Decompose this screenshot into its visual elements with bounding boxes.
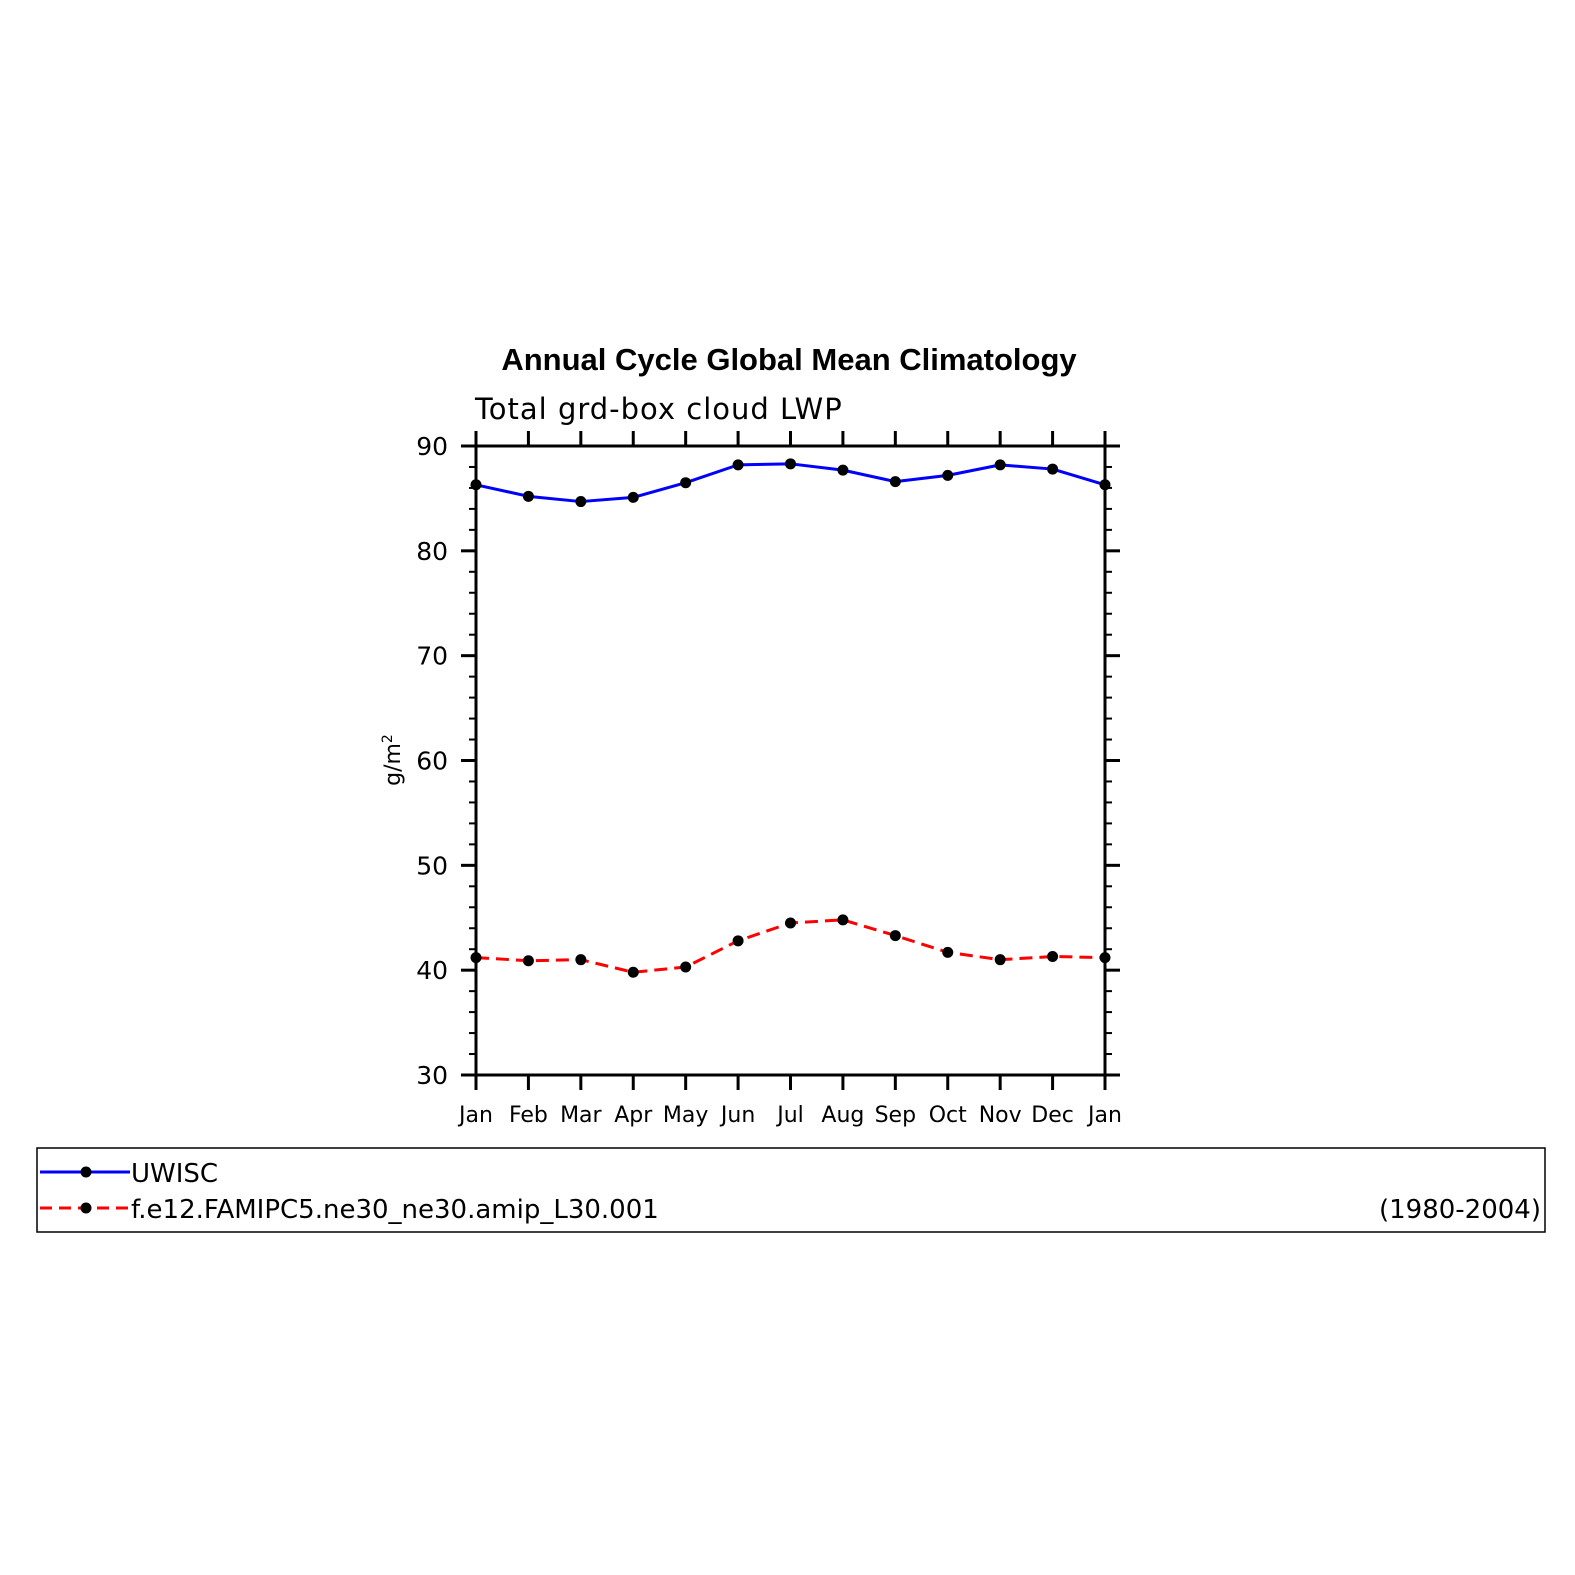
series-1-point [1099, 952, 1111, 964]
series-0-point [470, 479, 482, 491]
series-0-point [942, 469, 954, 481]
series-1-point [785, 917, 796, 929]
series-1-point [837, 914, 849, 926]
x-tick-label: Feb [509, 1103, 548, 1128]
series-1-point [680, 961, 692, 973]
y-axis-label-unit: g/m [381, 743, 406, 786]
series-0-point [994, 459, 1006, 471]
plot-frame [474, 444, 1107, 1077]
series-0-point [627, 491, 639, 503]
y-tick-label: 70 [416, 642, 448, 671]
series-1-point [522, 955, 534, 967]
chart-subtitle: Total grd-box cloud LWP [474, 392, 843, 426]
series-0-point [522, 490, 534, 502]
legend-swatch-uwisc-marker [80, 1166, 92, 1178]
series-line-0 [475, 462, 1106, 504]
y-axis-label-superscript: 2 [380, 734, 396, 743]
series-1-point [732, 935, 744, 947]
legend-box [36, 1147, 1546, 1233]
series-0-point [575, 496, 587, 508]
x-tick-label: Aug [821, 1103, 864, 1128]
series-1-point [994, 954, 1006, 966]
x-tick-label: Nov [979, 1103, 1022, 1128]
chart-title: Annual Cycle Global Mean Climatology [501, 342, 1077, 377]
series-group [470, 458, 1111, 978]
plot-axes [461, 431, 1120, 1090]
series-0-point [1099, 479, 1111, 491]
series-1-point [1047, 951, 1059, 963]
x-tick-label: Sep [875, 1103, 916, 1128]
x-tick-labels: Jan Feb Mar Apr May Jun Jul Aug Sep Oct Nov Dec Jan [457, 1103, 1122, 1128]
y-tick-label: 90 [416, 432, 448, 461]
y-axis-label: g/m2 [380, 734, 406, 786]
legend-label-model: f.e12.FAMIPC5.ne30_ne30.amip_L30.001 [131, 1195, 659, 1225]
x-tick-label: May [663, 1103, 708, 1128]
series-1-point [942, 946, 954, 958]
x-tick-label: Dec [1031, 1103, 1074, 1128]
legend-period: (1980-2004) [1379, 1195, 1541, 1225]
x-tick-label: Oct [929, 1103, 967, 1128]
x-tick-label: Jan [1086, 1103, 1122, 1128]
x-tick-label: Apr [614, 1103, 653, 1128]
series-0-point [837, 464, 849, 476]
x-tick-label: Mar [560, 1103, 602, 1128]
y-tick-label: 40 [416, 956, 448, 985]
x-tick-label: Jul [775, 1103, 804, 1128]
series-0-point [1047, 463, 1059, 475]
series-1-point [889, 930, 901, 942]
series-1-point [470, 952, 482, 964]
series-0-point [889, 476, 901, 488]
series-0-point [785, 458, 796, 470]
legend-label-uwisc: UWISC [131, 1159, 218, 1189]
legend: UWISC f.e12.FAMIPC5.ne30_ne30.amip_L30.0… [36, 1147, 1546, 1233]
y-tick-label: 30 [416, 1061, 448, 1090]
series-0-point [680, 477, 692, 489]
y-tick-label: 60 [416, 747, 448, 776]
series-0-point [732, 459, 744, 471]
y-tick-label: 80 [416, 537, 448, 566]
y-tick-labels: 30 40 50 60 70 80 90 [416, 432, 448, 1090]
y-tick-label: 50 [416, 851, 448, 880]
series-1-point [575, 954, 587, 966]
legend-swatch-model-marker [80, 1202, 92, 1214]
x-tick-label: Jun [719, 1103, 755, 1128]
x-tick-label: Jan [457, 1103, 493, 1128]
series-1-point [627, 966, 639, 978]
